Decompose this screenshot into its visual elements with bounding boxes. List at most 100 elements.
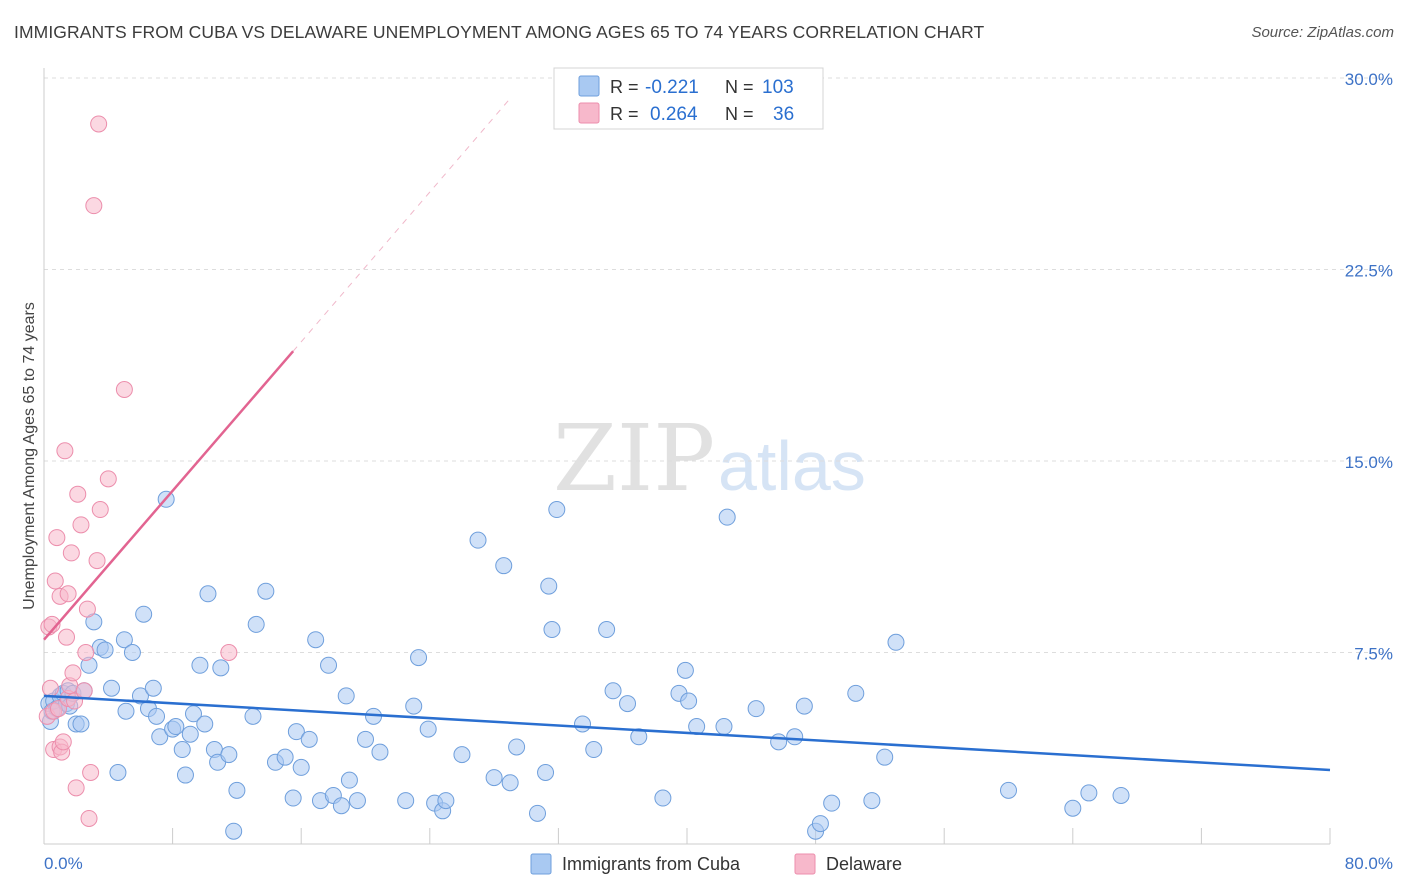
y-tick-label: 15.0% (1345, 453, 1393, 472)
point-cuba (676, 661, 694, 679)
point-delaware (48, 529, 66, 547)
point-delaware (75, 682, 93, 700)
point-cuba (131, 687, 149, 705)
point-delaware (88, 552, 106, 570)
legend-n-label-delaware: N = (725, 104, 754, 124)
point-cuba (257, 582, 275, 600)
point-cuba (247, 615, 265, 633)
point-cuba (847, 684, 865, 702)
point-cuba (276, 748, 294, 766)
legend-bottom-label-cuba: Immigrants from Cuba (562, 854, 741, 874)
y-tick-label: 30.0% (1345, 70, 1393, 89)
x-ticks (172, 828, 1331, 844)
point-cuba (287, 723, 305, 741)
point-cuba (410, 649, 428, 667)
point-cuba (123, 644, 141, 661)
point-cuba (167, 718, 185, 736)
point-cuba (96, 641, 114, 659)
point-cuba (598, 621, 616, 639)
point-cuba (300, 730, 318, 748)
legend-n-label-cuba: N = (725, 77, 754, 97)
point-cuba (307, 631, 325, 649)
legend-swatch-cuba (578, 75, 600, 97)
point-cuba (795, 697, 813, 715)
point-cuba (176, 766, 194, 784)
point-cuba (115, 631, 133, 649)
point-delaware (90, 115, 108, 133)
trend-line-cuba (43, 694, 1331, 772)
legend-bottom-swatch-cuba (530, 853, 552, 875)
series-delaware-points (38, 115, 238, 827)
point-cuba (181, 725, 199, 743)
point-cuba (453, 746, 471, 764)
point-cuba (292, 758, 310, 776)
point-cuba (1080, 784, 1098, 802)
point-cuba (887, 633, 905, 651)
point-cuba (485, 769, 503, 787)
point-delaware (54, 733, 72, 751)
chart-title: IMMIGRANTS FROM CUBA VS DELAWARE UNEMPLO… (14, 22, 985, 42)
point-cuba (135, 605, 153, 623)
point-cuba (397, 792, 415, 810)
legend-top: R = -0.221 N = 103 R = 0.264 N = 36 (553, 67, 824, 130)
point-cuba (1000, 781, 1017, 799)
watermark-atlas: atlas (718, 427, 866, 505)
y-tick-label: 22.5% (1345, 262, 1393, 281)
point-cuba (469, 531, 487, 549)
point-cuba (537, 764, 555, 782)
point-cuba (348, 792, 366, 810)
point-cuba (109, 764, 127, 782)
legend-r-label-delaware: R = (610, 104, 639, 124)
point-cuba (117, 702, 135, 720)
point-cuba (585, 741, 603, 759)
point-cuba (173, 741, 191, 759)
point-delaware (91, 501, 109, 519)
point-cuba (863, 792, 881, 810)
point-delaware (220, 644, 238, 661)
watermark-zip: ZIP (553, 405, 715, 512)
point-cuba (437, 792, 455, 810)
point-cuba (811, 815, 829, 833)
point-cuba (508, 738, 526, 756)
point-cuba (715, 718, 733, 736)
point-cuba (718, 508, 736, 526)
point-cuba (540, 577, 558, 595)
point-cuba (225, 822, 243, 840)
point-delaware (80, 809, 98, 827)
legend-r-value-cuba: -0.221 (645, 77, 699, 98)
point-cuba (419, 720, 437, 738)
point-cuba (320, 656, 338, 674)
point-cuba (357, 730, 374, 748)
legend-r-label-cuba: R = (610, 77, 639, 97)
x-tick-label-max: 80.0% (1345, 854, 1393, 873)
point-cuba (191, 656, 209, 674)
trend-line-delaware (43, 350, 295, 641)
point-cuba (574, 715, 592, 733)
point-cuba (151, 728, 169, 746)
point-cuba (337, 687, 355, 705)
point-cuba (604, 682, 622, 700)
point-delaware (58, 628, 76, 646)
point-cuba (680, 692, 698, 710)
point-cuba (72, 715, 90, 733)
point-delaware (43, 615, 61, 633)
point-cuba (371, 743, 389, 761)
point-cuba (103, 679, 121, 697)
point-cuba (244, 707, 262, 725)
point-delaware (85, 197, 103, 215)
point-cuba (654, 789, 672, 807)
point-cuba (199, 585, 217, 603)
point-cuba (148, 707, 166, 725)
point-delaware (56, 442, 74, 460)
point-delaware (72, 516, 90, 534)
point-cuba (548, 501, 566, 519)
point-cuba (340, 771, 358, 789)
point-delaware (64, 664, 82, 682)
point-cuba (196, 715, 214, 733)
point-delaware (46, 572, 64, 590)
y-tick-labels: 7.5% 15.0% 22.5% 30.0% (1345, 70, 1393, 664)
point-delaware (67, 779, 85, 797)
point-cuba (220, 746, 238, 764)
point-cuba (228, 781, 246, 799)
point-cuba (529, 804, 547, 822)
